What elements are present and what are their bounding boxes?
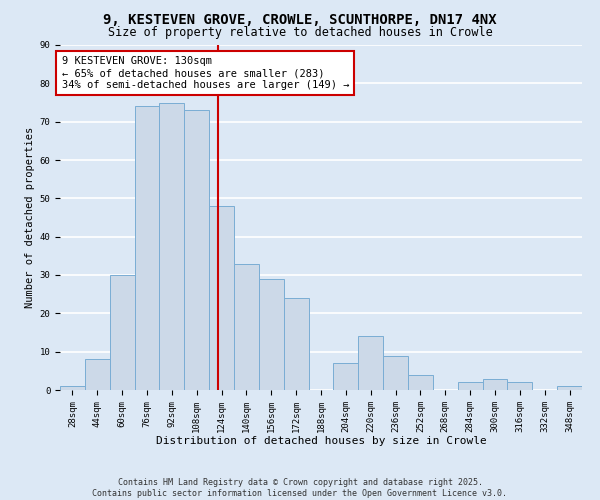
Bar: [284, 298, 308, 390]
Bar: [259, 279, 284, 390]
Bar: [160, 102, 184, 390]
Bar: [60, 386, 85, 390]
Text: Contains HM Land Registry data © Crown copyright and database right 2025.
Contai: Contains HM Land Registry data © Crown c…: [92, 478, 508, 498]
Bar: [234, 264, 259, 390]
Bar: [383, 356, 408, 390]
Bar: [508, 382, 532, 390]
X-axis label: Distribution of detached houses by size in Crowle: Distribution of detached houses by size …: [155, 436, 487, 446]
Bar: [209, 206, 234, 390]
Bar: [110, 275, 134, 390]
Bar: [184, 110, 209, 390]
Bar: [557, 386, 582, 390]
Bar: [458, 382, 482, 390]
Text: 9, KESTEVEN GROVE, CROWLE, SCUNTHORPE, DN17 4NX: 9, KESTEVEN GROVE, CROWLE, SCUNTHORPE, D…: [103, 12, 497, 26]
Bar: [358, 336, 383, 390]
Bar: [134, 106, 160, 390]
Bar: [408, 374, 433, 390]
Bar: [482, 378, 508, 390]
Text: Size of property relative to detached houses in Crowle: Size of property relative to detached ho…: [107, 26, 493, 39]
Bar: [85, 360, 110, 390]
Y-axis label: Number of detached properties: Number of detached properties: [25, 127, 35, 308]
Text: 9 KESTEVEN GROVE: 130sqm
← 65% of detached houses are smaller (283)
34% of semi-: 9 KESTEVEN GROVE: 130sqm ← 65% of detach…: [62, 56, 349, 90]
Bar: [334, 363, 358, 390]
